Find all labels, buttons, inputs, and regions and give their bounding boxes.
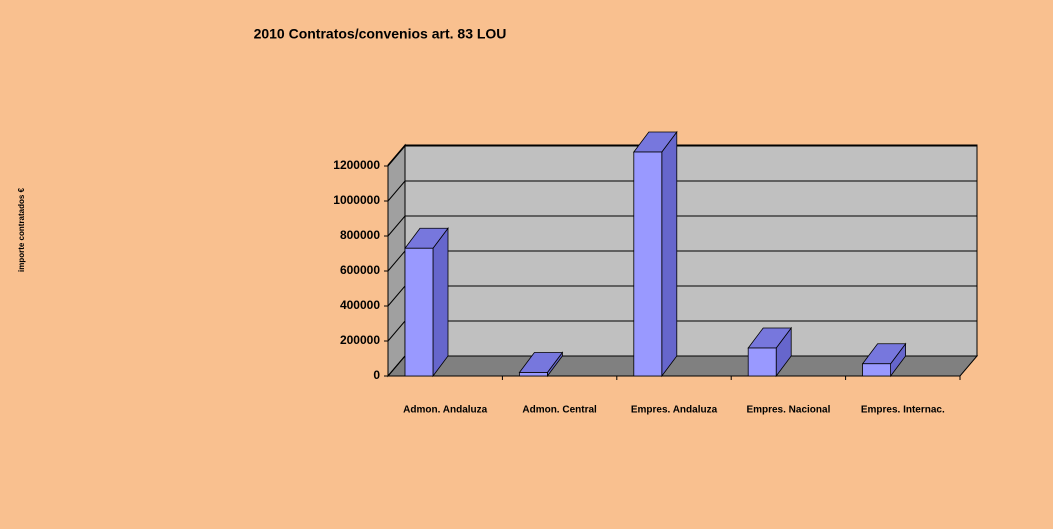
bar xyxy=(404,247,434,377)
bar-side xyxy=(661,130,678,378)
bar xyxy=(633,151,663,377)
y-tick-label: 1200000 xyxy=(333,158,380,172)
y-axis-label: importe contratados € xyxy=(17,187,26,272)
y-tick-label: 400000 xyxy=(340,298,380,312)
x-tick-label: Empres. Internac. xyxy=(861,405,945,416)
x-tick-label: Admon. Andaluza xyxy=(403,405,488,416)
x-tick-label: Empres. Nacional xyxy=(746,405,830,416)
x-tick-label: Admon. Central xyxy=(522,405,597,416)
y-tick-label: 200000 xyxy=(340,333,380,347)
y-tick-label: 0 xyxy=(373,368,380,382)
bar xyxy=(519,372,548,377)
y-tick-label: 1000000 xyxy=(333,193,380,207)
bar xyxy=(862,363,891,377)
grid-line xyxy=(387,215,977,237)
y-tick-label: 600000 xyxy=(340,263,380,277)
grid-line xyxy=(387,180,977,202)
x-tick-label: Empres. Andaluza xyxy=(631,405,718,416)
y-tick-label: 800000 xyxy=(340,228,380,242)
grid-line xyxy=(387,145,977,167)
bar-side xyxy=(432,227,449,378)
chart-title: 2010 Contratos/convenios art. 83 LOU xyxy=(254,26,507,42)
bar xyxy=(747,347,777,377)
